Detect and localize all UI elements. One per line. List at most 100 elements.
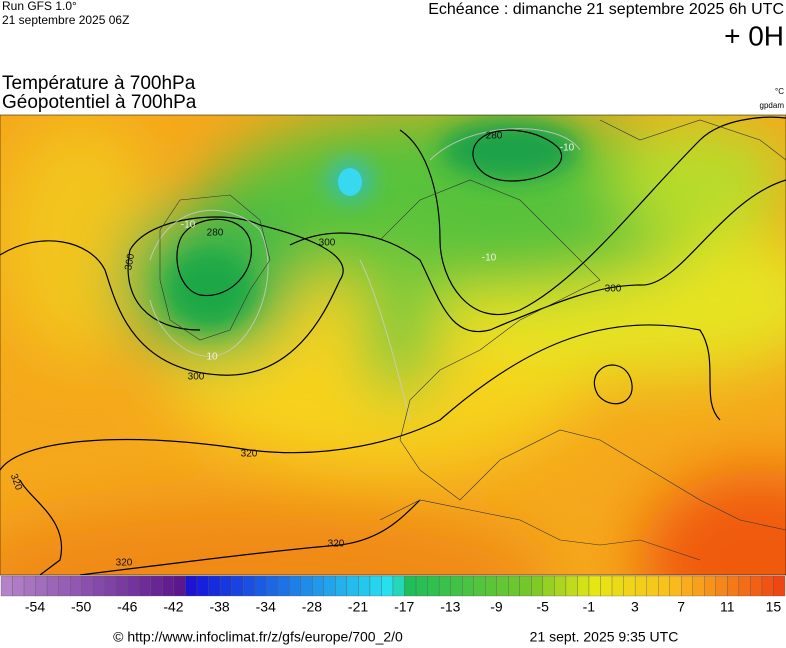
colorbar-swatch bbox=[646, 575, 659, 597]
colorbar-swatch bbox=[462, 575, 474, 597]
map-frame bbox=[0, 114, 786, 576]
colorbar-label: -1 bbox=[583, 599, 596, 615]
colorbar-swatch bbox=[577, 575, 590, 597]
colorbar-label: -54 bbox=[25, 599, 45, 615]
colorbar-label: -50 bbox=[71, 599, 91, 615]
colorbar-swatch bbox=[404, 575, 417, 597]
contour-label: 280 bbox=[207, 228, 224, 239]
contour-label: 10 bbox=[206, 352, 218, 363]
colorbar-swatch bbox=[289, 575, 301, 597]
colorbar-swatch bbox=[611, 575, 624, 597]
valid-time: Echéance : dimanche 21 septembre 2025 6h… bbox=[428, 1, 784, 18]
run-date: 21 septembre 2025 06Z bbox=[2, 13, 129, 27]
colorbar-label: -9 bbox=[490, 599, 503, 615]
colorbar-swatch bbox=[12, 575, 25, 597]
colorbar-swatch bbox=[208, 575, 221, 597]
unit-gpdam: gpdam bbox=[760, 101, 785, 110]
colorbar-swatch bbox=[173, 575, 186, 597]
colorbar-label: -34 bbox=[256, 599, 276, 615]
colorbar-label: -28 bbox=[302, 599, 322, 615]
contour-label: -10 bbox=[560, 143, 575, 154]
colorbar-label: 11 bbox=[720, 599, 735, 615]
colorbar-swatch bbox=[219, 575, 232, 597]
colorbar-swatch bbox=[727, 575, 740, 597]
run-label: Run GFS 1.0° bbox=[2, 0, 77, 13]
contour-label: 300 bbox=[123, 252, 137, 271]
colorbar-swatch bbox=[58, 575, 71, 597]
colorbar-swatch bbox=[473, 575, 486, 597]
colorbar-swatch bbox=[508, 575, 520, 597]
contour-label: 320 bbox=[241, 449, 258, 460]
colorbar-swatch bbox=[588, 575, 601, 597]
map: 280 280 300 300 300 300 320 320 320 320 … bbox=[0, 115, 786, 575]
contour-label: 320 bbox=[116, 558, 133, 569]
colorbar-swatch bbox=[358, 575, 371, 597]
colorbar-label: -5 bbox=[536, 599, 549, 615]
contour-label: 300 bbox=[319, 238, 336, 249]
colorbar-label: -38 bbox=[209, 599, 229, 615]
colorbar-swatch bbox=[658, 575, 670, 597]
colorbar-swatch bbox=[266, 575, 278, 597]
colorbar-swatch bbox=[104, 575, 117, 597]
colorbar-swatch bbox=[761, 575, 774, 597]
colorbar-swatch bbox=[485, 575, 497, 597]
colorbar-swatch bbox=[773, 575, 786, 597]
colorbar-swatch bbox=[600, 575, 613, 597]
colorbar-label: -13 bbox=[440, 599, 460, 615]
colorbar-swatch bbox=[323, 575, 336, 597]
colorbar-swatch bbox=[23, 575, 36, 597]
colorbar-swatch bbox=[312, 575, 324, 597]
colorbar-swatch bbox=[542, 575, 555, 597]
colorbar-label: -17 bbox=[394, 599, 414, 615]
colorbar-swatch bbox=[162, 575, 175, 597]
colorbar-swatch bbox=[415, 575, 428, 597]
colorbar-swatch bbox=[254, 575, 267, 597]
colorbar-swatch bbox=[35, 575, 48, 597]
colorbar-swatch bbox=[669, 575, 682, 597]
colorbar-label: -42 bbox=[163, 599, 183, 615]
title-temperature: Température à 700hPa bbox=[2, 73, 196, 94]
lead-time: + 0H bbox=[724, 20, 784, 51]
colorbar-swatch bbox=[116, 575, 128, 597]
colorbar-swatch bbox=[300, 575, 313, 597]
colorbar-swatch bbox=[692, 575, 705, 597]
colorbar-swatch bbox=[531, 575, 544, 597]
contour-label: 300 bbox=[605, 284, 622, 295]
unit-celsius: °C bbox=[775, 87, 784, 96]
colorbar-swatch bbox=[738, 575, 751, 597]
title-geopotential: Géopotentiel à 700hPa bbox=[2, 92, 197, 113]
colorbar-swatch bbox=[46, 575, 59, 597]
colorbar-swatch bbox=[381, 575, 394, 597]
colorbar: -54 -50 -46 -42 -38 -34 -28 -21 -17 -13 -9 -5 -1 3 7 11… bbox=[0, 575, 786, 615]
colorbar-swatch bbox=[427, 575, 440, 597]
colorbar-label: 7 bbox=[677, 599, 685, 615]
colorbar-swatch bbox=[438, 575, 451, 597]
colorbar-swatch bbox=[750, 575, 763, 597]
colorbar-swatch bbox=[681, 575, 693, 597]
colorbar-label: -21 bbox=[348, 599, 368, 615]
colorbar-label: 3 bbox=[631, 599, 639, 615]
colorbar-swatch bbox=[196, 575, 209, 597]
colorbar-swatch bbox=[0, 575, 13, 597]
colorbar-swatch bbox=[81, 575, 94, 597]
colorbar-label: -46 bbox=[117, 599, 137, 615]
colorbar-swatch bbox=[185, 575, 198, 597]
colorbar-swatch bbox=[139, 575, 152, 597]
source: © http://www.infoclimat.fr/z/gfs/europe/… bbox=[113, 629, 403, 645]
contour-label: 300 bbox=[188, 372, 205, 383]
generated: 21 sept. 2025 9:35 UTC bbox=[530, 629, 679, 645]
contour-label: 320 bbox=[328, 539, 345, 550]
colorbar-swatch bbox=[242, 575, 255, 597]
colorbar-swatch bbox=[335, 575, 348, 597]
colorbar-label: 15 bbox=[766, 599, 782, 615]
colorbar-swatch bbox=[565, 575, 578, 597]
colorbar-swatch bbox=[704, 575, 716, 597]
colorbar-swatch bbox=[554, 575, 567, 597]
colorbar-swatch bbox=[450, 575, 463, 597]
colorbar-swatch bbox=[346, 575, 359, 597]
contour-label: -10 bbox=[181, 220, 196, 231]
colorbar-swatch bbox=[496, 575, 509, 597]
colorbar-swatch bbox=[634, 575, 647, 597]
colorbar-swatch bbox=[127, 575, 140, 597]
